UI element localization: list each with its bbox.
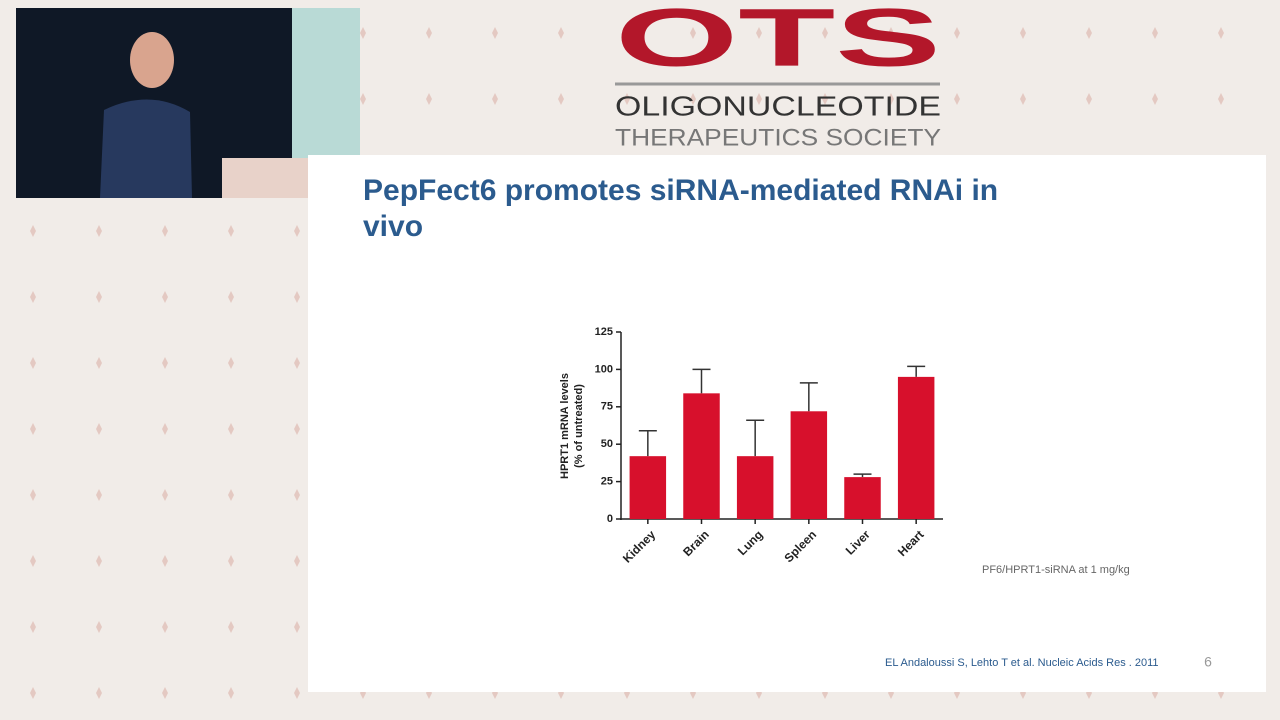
y-axis-title: HPRT1 mRNA levels (% of untreated) (559, 373, 585, 479)
bar (844, 477, 881, 519)
slide-title: vivo (363, 210, 423, 243)
slide (308, 155, 1266, 692)
bar (683, 393, 720, 519)
bar (790, 411, 828, 519)
speaker-video (16, 8, 360, 198)
bar (629, 456, 667, 519)
logo-acronym: OTS (615, 0, 941, 84)
y-tick-label: 0 (607, 513, 613, 525)
note: PF6/HPRT1-siRNA at 1 mg/kg (982, 564, 1130, 576)
y-tick-label: 75 (601, 401, 613, 413)
y-tick-label: 25 (601, 476, 613, 488)
y-axis-title-line: (% of untreated) (573, 384, 585, 468)
y-tick-label: 100 (595, 363, 613, 375)
y-tick-label: 125 (595, 326, 613, 338)
logo-line: THERAPEUTICS SOCIETY (615, 124, 941, 151)
bar (897, 376, 935, 519)
y-tick-label: 50 (601, 438, 613, 450)
slide-title: PepFect6 promotes siRNA-mediated RNAi in (363, 174, 998, 207)
bar (736, 456, 774, 519)
page-number: 6 (1204, 654, 1212, 670)
logo: OTS OLIGONUCLEOTIDE THERAPEUTICS SOCIETY (615, 0, 941, 151)
logo-line: OLIGONUCLEOTIDE (615, 90, 941, 121)
citation: EL Andaloussi S, Lehto T et al. Nucleic … (885, 657, 1159, 669)
y-axis-title-line: HPRT1 mRNA levels (559, 373, 571, 479)
